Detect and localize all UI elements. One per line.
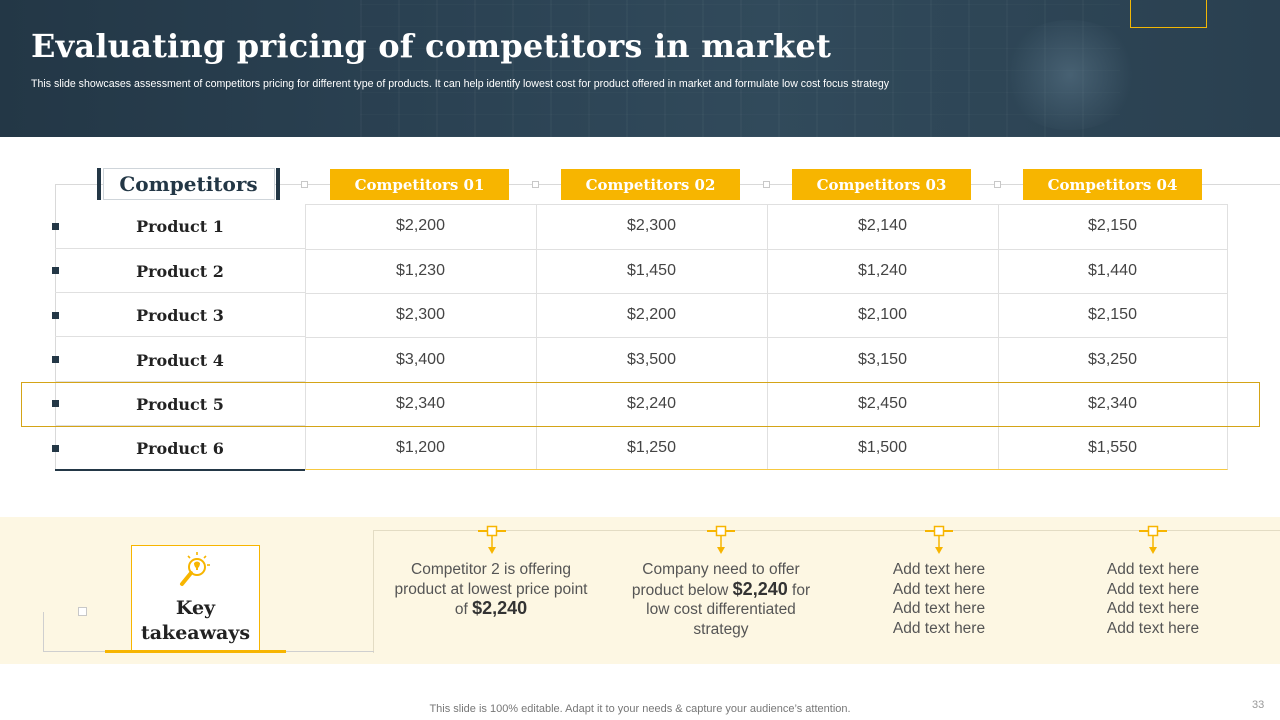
placeholder-line: Add text here — [1106, 580, 1200, 598]
page-subtitle: This slide showcases assessment of compe… — [31, 78, 890, 90]
takeaway-marker — [925, 525, 953, 554]
column-header-competitors-03: Competitors 03 — [792, 169, 971, 200]
corner-outline-box — [1130, 0, 1207, 28]
table-cell: $2,100 — [858, 306, 907, 323]
takeaway-2-text: Company need to offer product below — [631, 561, 800, 599]
key-takeaways-label: Key takeaways — [131, 596, 260, 646]
connector-node — [301, 181, 308, 188]
takeaway-text-4: Add text here Add text here Add text her… — [1053, 560, 1253, 638]
header-background-image — [360, 0, 1120, 137]
table-cell: $3,400 — [396, 351, 445, 368]
placeholder-line: Add text here — [1106, 600, 1200, 617]
highlighted-row-frame — [21, 382, 1260, 427]
row-label-product-6: Product 6 — [136, 438, 224, 458]
table-cell: $2,300 — [396, 306, 445, 323]
placeholder-line: Add text here — [892, 619, 986, 637]
table-cell: $2,150 — [1088, 306, 1137, 323]
connector-node — [763, 181, 770, 188]
placeholder-line: Add text here — [892, 600, 986, 617]
table-cell: $1,230 — [396, 262, 445, 279]
table-cell: $2,150 — [1088, 217, 1137, 234]
left-vertical-line — [55, 184, 56, 470]
row-label-product-4: Product 4 — [136, 350, 224, 370]
row-bullet — [52, 223, 59, 230]
row-label-product-2: Product 2 — [136, 261, 224, 281]
table-cell: $2,140 — [858, 217, 907, 234]
row-bullet — [52, 356, 59, 363]
table-cell: $2,240 — [627, 395, 676, 412]
row-bullet — [52, 445, 59, 452]
competitors-header-text: Competitors — [102, 168, 275, 200]
takeaway-text-2: Company need to offer product below $2,2… — [621, 560, 821, 639]
table-cell: $1,250 — [627, 439, 676, 456]
row-bullet — [52, 312, 59, 319]
connector-node — [78, 607, 87, 616]
competitors-header-label: Competitors — [97, 168, 280, 200]
row-divider — [55, 381, 305, 382]
takeaway-text-1: Competitor 2 is offering product at lowe… — [391, 560, 591, 620]
lightbulb-magnifier-icon — [180, 552, 210, 586]
table-cell: $2,340 — [1088, 395, 1137, 412]
takeaway-2-tail: for low cost differentiated strategy — [646, 581, 811, 638]
takeaway-text-3: Add text here Add text here Add text her… — [839, 560, 1039, 638]
key-label-line-2: takeaways — [140, 622, 251, 644]
takeaway-marker — [1139, 525, 1167, 554]
table-cell: $2,340 — [396, 395, 445, 412]
row-bullet — [52, 267, 59, 274]
key-takeaways-underline — [105, 650, 286, 653]
takeaway-marker — [478, 525, 506, 554]
column-header-competitors-04: Competitors 04 — [1023, 169, 1202, 200]
takeaway-marker — [707, 525, 735, 554]
table-cell: $2,200 — [627, 306, 676, 323]
takeaway-2-highlight: $2,240 — [732, 578, 788, 599]
header-decoration — [1000, 20, 1140, 130]
row-label-product-1: Product 1 — [136, 216, 224, 236]
row-divider — [55, 248, 305, 249]
table-cell: $3,150 — [858, 351, 907, 368]
takeaway-1-text: Competitor 2 is offering product at lowe… — [394, 561, 588, 618]
connector-node — [994, 181, 1001, 188]
row-label-product-5: Product 5 — [136, 394, 224, 414]
table-cell: $1,450 — [627, 262, 676, 279]
footer-note: This slide is 100% editable. Adapt it to… — [429, 703, 851, 715]
header-banner: Evaluating pricing of competitors in mar… — [0, 0, 1280, 137]
placeholder-line: Add text here — [1106, 561, 1200, 578]
key-takeaways-box — [131, 545, 260, 651]
row-divider — [55, 292, 305, 293]
table-cell: $1,500 — [858, 439, 907, 456]
table-cell: $1,440 — [1088, 262, 1137, 279]
table-cell: $2,200 — [396, 217, 445, 234]
table-cell: $2,300 — [627, 217, 676, 234]
table-cell: $1,200 — [396, 439, 445, 456]
column-header-competitors-02: Competitors 02 — [561, 169, 740, 200]
row-bullet — [52, 400, 59, 407]
takeaway-1-highlight: $2,240 — [472, 598, 528, 618]
placeholder-line: Add text here — [892, 561, 986, 578]
page-title: Evaluating pricing of competitors in mar… — [31, 27, 832, 65]
column-header-competitors-01: Competitors 01 — [330, 169, 509, 200]
table-bottom-accent — [55, 469, 305, 471]
table-cell: $3,250 — [1088, 351, 1137, 368]
takeaways-content-frame — [373, 530, 1280, 653]
table-cell: $1,240 — [858, 262, 907, 279]
connector-node — [532, 181, 539, 188]
table-cell: $1,550 — [1088, 439, 1137, 456]
placeholder-line: Add text here — [892, 580, 986, 598]
row-divider — [55, 336, 305, 337]
key-label-line-1: Key — [175, 597, 216, 619]
row-divider — [55, 425, 305, 426]
table-cell: $3,500 — [627, 351, 676, 368]
placeholder-line: Add text here — [1106, 619, 1200, 637]
table-cell: $2,450 — [858, 395, 907, 412]
row-label-product-3: Product 3 — [136, 305, 224, 325]
page-number: 33 — [1252, 699, 1265, 711]
